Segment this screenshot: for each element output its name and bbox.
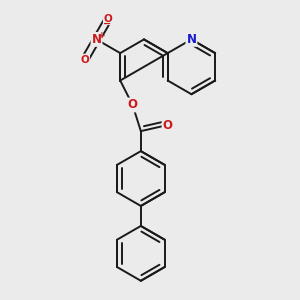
Text: N: N — [186, 33, 197, 46]
Text: N: N — [92, 33, 101, 46]
Text: O: O — [128, 98, 138, 112]
Text: +: + — [98, 31, 105, 40]
Text: −: − — [103, 19, 111, 29]
Text: O: O — [80, 55, 89, 64]
Text: O: O — [104, 14, 112, 24]
Text: O: O — [163, 118, 172, 132]
